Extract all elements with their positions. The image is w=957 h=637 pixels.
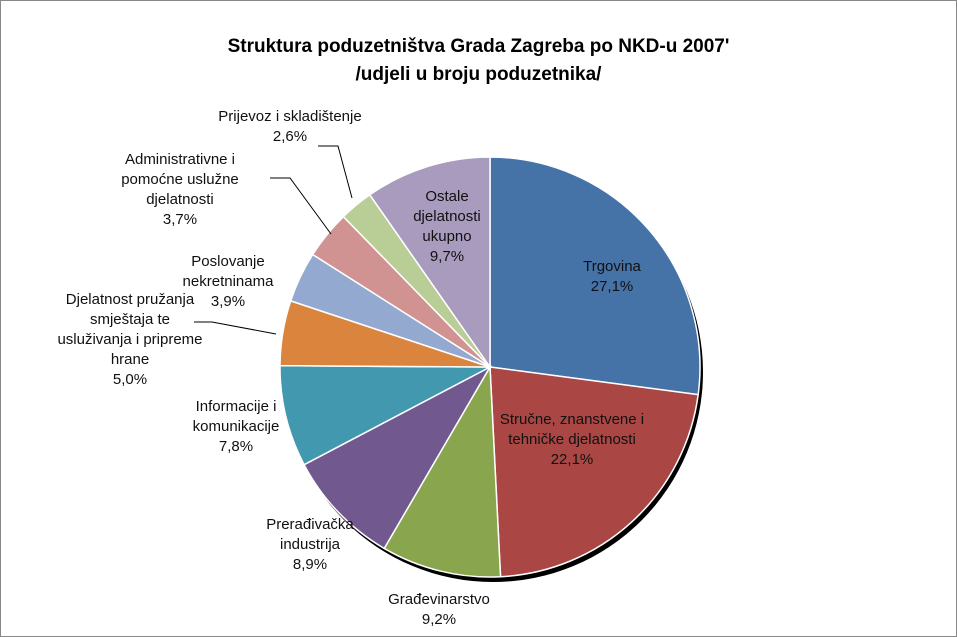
data-label: Prijevoz i skladištenje 2,6%	[200, 107, 380, 147]
value-label: 22,1%	[550, 451, 594, 468]
pie-slice	[489, 156, 701, 396]
data-label: Administrativne i pomoćne uslužne djelat…	[110, 150, 250, 230]
category-label: Prerađivačka industrija	[266, 516, 354, 553]
data-label: Informacije i komunikacije 7,8%	[166, 397, 306, 457]
leader-lines	[194, 145, 353, 335]
slices	[279, 156, 703, 582]
value-label: 27,1%	[590, 278, 634, 295]
value-label: 3,7%	[162, 211, 198, 228]
value-label: 8,9%	[292, 556, 328, 573]
category-label: Trgovina	[583, 258, 641, 275]
pie-slice	[368, 156, 491, 370]
category-label: Stručne, znanstvene i tehničke djelatnos…	[499, 411, 645, 448]
category-label: Administrativne i pomoćne uslužne djelat…	[121, 151, 239, 208]
value-label: 9,7%	[429, 248, 465, 265]
pie-slice	[303, 365, 492, 550]
data-label: Građevinarstvo 9,2%	[364, 590, 514, 630]
data-label: Ostale djelatnosti ukupno 9,7%	[402, 187, 492, 267]
value-label: 3,9%	[210, 293, 246, 310]
category-label: Prijevoz i skladištenje	[218, 108, 362, 125]
data-label: Stručne, znanstvene i tehničke djelatnos…	[477, 410, 667, 470]
category-label: Građevinarstvo	[388, 591, 490, 608]
value-label: 9,2%	[421, 611, 457, 628]
pie-slice	[279, 364, 491, 466]
data-label: Trgovina 27,1%	[557, 257, 667, 297]
value-label: 7,8%	[218, 438, 254, 455]
category-label: Ostale djelatnosti ukupno	[413, 188, 481, 245]
leader-line	[270, 177, 332, 235]
pie-slice	[489, 366, 700, 578]
value-label: 5,0%	[112, 371, 148, 388]
category-label: Informacije i komunikacije	[192, 398, 280, 435]
data-label: Poslovanje nekretninama 3,9%	[173, 252, 283, 312]
chart-title: Struktura poduzetništva Grada Zagreba po…	[227, 36, 730, 57]
category-label: Djelatnost pružanja smještaja te usluživ…	[57, 291, 203, 368]
leader-line	[194, 321, 277, 335]
category-label: Poslovanje nekretninama	[182, 253, 274, 290]
data-label: Djelatnost pružanja smještaja te usluživ…	[55, 290, 205, 390]
leader-line	[318, 145, 353, 199]
data-label: Prerađivačka industrija 8,9%	[245, 515, 375, 575]
pie-slice	[383, 364, 502, 578]
chart-subtitle: /udjeli u broju poduzetnika/	[355, 64, 602, 85]
value-label: 2,6%	[272, 128, 308, 145]
